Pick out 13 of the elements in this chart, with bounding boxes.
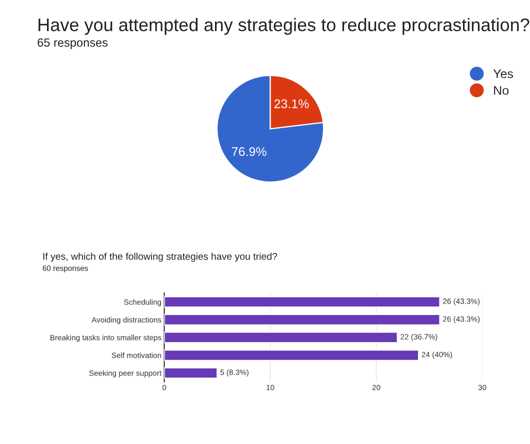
bar xyxy=(164,331,398,344)
chart-title: Have you attempted any strategies to reduce procrastination? xyxy=(38,18,530,35)
legend-label: No xyxy=(494,86,509,95)
bar xyxy=(164,296,441,308)
text: 65 responses xyxy=(38,38,108,50)
legend-label: Yes xyxy=(493,69,513,78)
pie-slice xyxy=(216,74,324,183)
chart-title: If yes, which of the following strategies have you tried? xyxy=(43,252,278,262)
bar xyxy=(164,366,218,379)
bar xyxy=(164,349,420,362)
bar xyxy=(164,314,441,326)
data-label: 23.1% xyxy=(274,99,309,108)
data-label: 76.9% xyxy=(232,147,266,156)
